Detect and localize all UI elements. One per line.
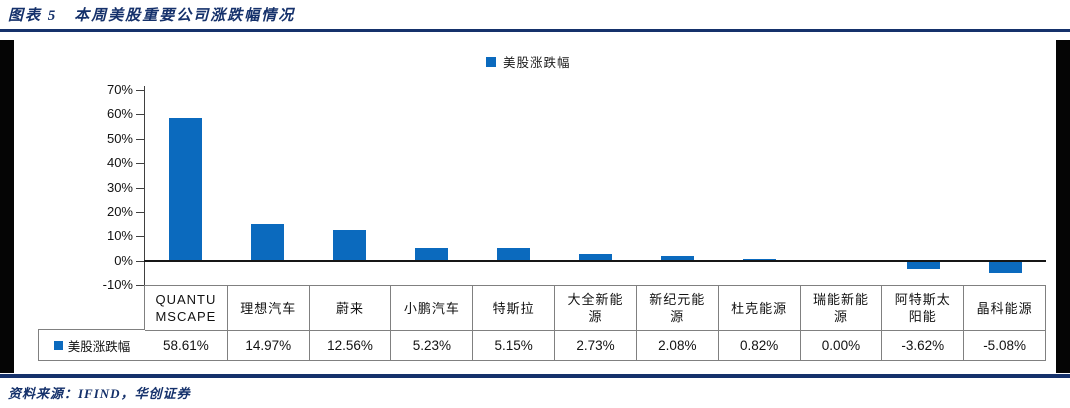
table-value-理想汽车: 14.97%	[226, 330, 309, 360]
ytick-label-70%: 70%	[106, 82, 133, 97]
bar-蔚来	[332, 230, 366, 261]
table-header-阿特斯太阳能: 阿特斯太阳能	[881, 286, 963, 330]
ytick-mark--10%	[136, 285, 144, 286]
table-value-瑞能新能源: 0.00%	[799, 330, 882, 360]
bar-QUANTUMSCAPE	[168, 117, 202, 261]
bar-杜克能源	[742, 258, 776, 261]
source-note: 资料来源：IFIND，华创证券	[8, 386, 191, 401]
ytick-label-30%: 30%	[106, 179, 133, 195]
bar-晶科能源	[988, 260, 1022, 273]
ytick-mark-60%	[136, 114, 144, 116]
figure-title: 图表 5 本周美股重要公司涨跌幅情况	[8, 8, 296, 24]
right-frame-bar	[1056, 40, 1070, 373]
table-header-晶科能源: 晶科能源	[963, 286, 1045, 330]
ytick-mark-20%	[136, 211, 144, 213]
ytick-mark-50%	[136, 138, 144, 140]
title-divider-line	[0, 29, 1070, 32]
data-table: QUANTUMSCAPE 理想汽车 蔚来 小鹏汽车 特斯拉 大全新能源 新纪元能源 杜克能源瑞…	[144, 285, 1046, 361]
row-label-color-swatch	[53, 340, 63, 350]
table-header-杜克能源: 杜克能源	[717, 286, 800, 330]
table-value-QUANTUMSCAPE: 58.61%	[145, 330, 227, 360]
y-axis-line	[144, 86, 145, 285]
left-frame-bar	[0, 40, 14, 373]
table-value-新纪元能源: 2.08%	[635, 330, 718, 360]
table-header-特斯拉: 特斯拉	[472, 286, 554, 330]
ytick-mark-40%	[136, 163, 144, 165]
table-value-特斯拉: 5.15%	[472, 330, 555, 360]
ytick-mark-0%	[136, 260, 144, 262]
bar-理想汽车	[250, 224, 284, 261]
ytick-mark-30%	[136, 187, 144, 189]
bar-新纪元能源	[660, 255, 694, 261]
bar-特斯拉	[496, 248, 530, 261]
table-value-杜克能源: 0.82%	[717, 330, 800, 360]
bar-阿特斯太阳能	[906, 260, 940, 270]
table-header-小鹏汽车: 小鹏汽车	[390, 286, 472, 330]
ytick-mark-70%	[136, 90, 144, 91]
ytick-label-60%: 60%	[106, 106, 133, 122]
ytick-label-50%: 50%	[106, 130, 133, 146]
table-value-阿特斯太阳能: -3.62%	[881, 330, 964, 360]
table-header-QUANTUMSCAPE: QUANTUMSCAPE	[155, 292, 217, 324]
ytick-label-10%: 10%	[106, 228, 133, 244]
table-header-新纪元能源: 新纪元能源	[635, 286, 718, 330]
table-header-理想汽车: 理想汽车	[226, 286, 309, 330]
ytick-label-40%: 40%	[106, 155, 133, 171]
table-value-蔚来: 12.56%	[308, 330, 391, 360]
table-value-小鹏汽车: 5.23%	[390, 330, 473, 360]
legend-color-swatch	[486, 56, 496, 67]
table-header-大全新能源: 大全新能源	[554, 286, 636, 330]
table-header-蔚来: 蔚来	[308, 286, 391, 330]
ytick-mark-10%	[136, 236, 144, 238]
chart-legend: 美股涨跌幅	[486, 52, 571, 71]
zero-baseline	[144, 260, 1046, 262]
bottom-divider-line	[0, 374, 1070, 378]
row-label-text: 美股涨跌幅	[67, 339, 131, 354]
table-value-大全新能源: 2.73%	[554, 330, 636, 360]
table-row-label: 美股涨跌幅	[38, 329, 145, 361]
bar-大全新能源	[578, 253, 612, 261]
ytick-label--10%: -10%	[102, 277, 133, 292]
ytick-label-20%: 20%	[106, 203, 133, 219]
table-value-晶科能源: -5.08%	[963, 330, 1045, 360]
ytick-label-0%: 0%	[114, 252, 133, 268]
bar-小鹏汽车	[414, 247, 448, 261]
legend-label: 美股涨跌幅	[503, 56, 571, 70]
table-header-瑞能新能源: 瑞能新能源	[799, 286, 882, 330]
